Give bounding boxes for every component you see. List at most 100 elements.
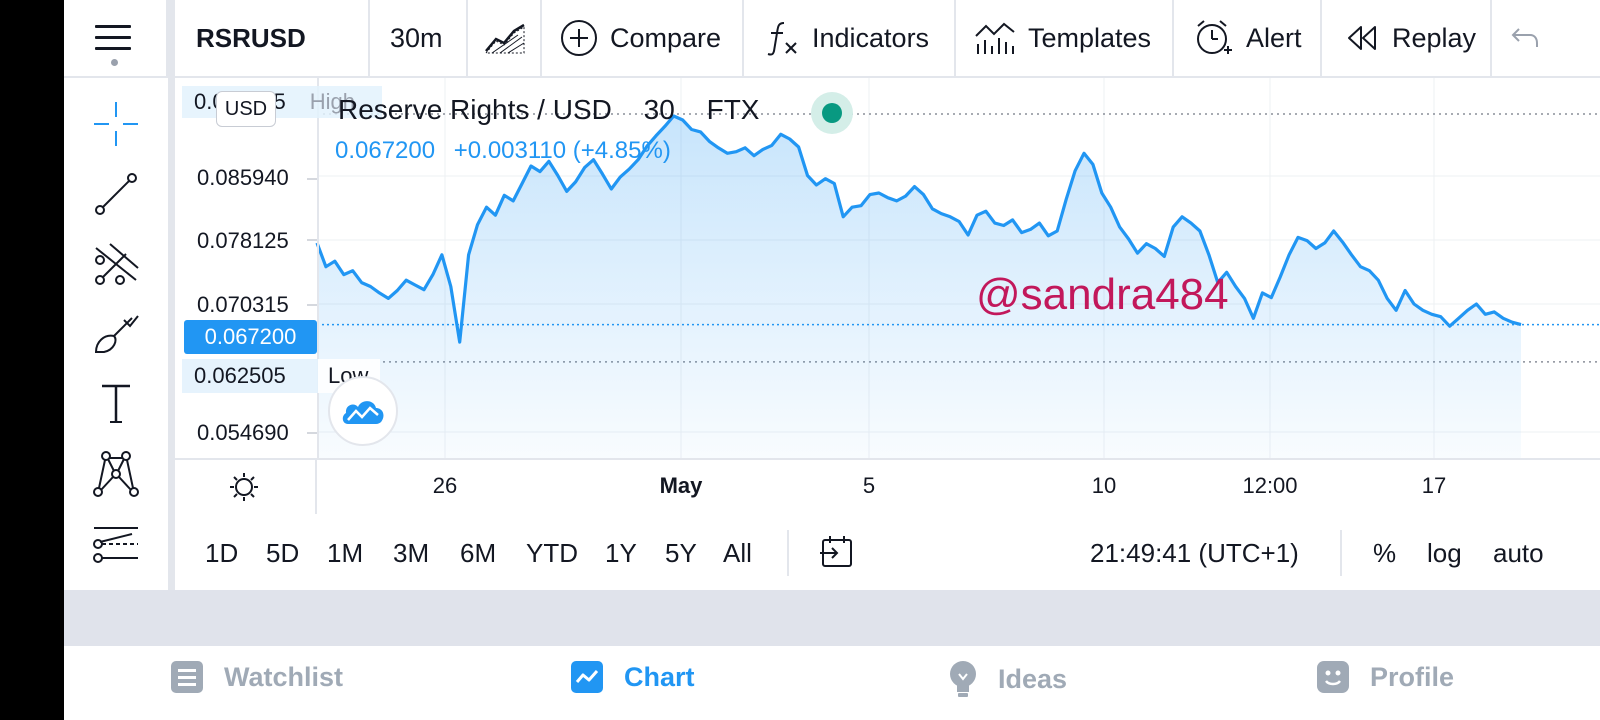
list-icon xyxy=(171,661,203,693)
text-icon xyxy=(102,384,130,423)
time-axis[interactable]: 26 May 5 10 12:00 17 xyxy=(175,458,1600,516)
add-circle-icon xyxy=(561,20,597,56)
time-label: 26 xyxy=(432,473,458,498)
nav-watchlist[interactable]: Watchlist xyxy=(170,660,343,694)
range-1y[interactable]: 1Y xyxy=(605,538,637,568)
toolbar-divider xyxy=(168,0,175,590)
chart-legend-title[interactable]: Reserve Rights / USD 30 FTX xyxy=(338,94,783,126)
price-change: +0.003110 (+4.85%) xyxy=(453,137,671,164)
watermark-text: @sandra484 xyxy=(976,270,1229,319)
smiley-icon xyxy=(1317,661,1349,693)
range-bar: 1D 5D 1M 3M 6M YTD 1Y 5Y All 21:49:41 (U… xyxy=(175,514,1600,590)
trend-line-tool[interactable] xyxy=(90,168,142,220)
price-level-label: 0.078125 xyxy=(197,228,289,253)
brush-tool[interactable] xyxy=(90,308,142,360)
clock-timezone[interactable]: 21:49:41 (UTC+1) xyxy=(1090,538,1299,568)
compare-label: Compare xyxy=(610,22,722,53)
price-level-label: 0.085940 xyxy=(197,165,289,190)
alert-button[interactable]: Alert xyxy=(1194,0,1302,76)
time-label: 17 xyxy=(1421,473,1447,498)
nav-chart[interactable]: Chart xyxy=(570,660,695,694)
range-6m[interactable]: 6M xyxy=(460,538,497,568)
symbol-search-button[interactable]: RSRUSD xyxy=(196,0,306,76)
menu-button[interactable] xyxy=(94,0,132,76)
pitchfork-icon xyxy=(95,243,139,285)
calendar-goto-icon xyxy=(820,536,852,567)
time-label: May xyxy=(659,473,703,498)
time-label: 5 xyxy=(862,473,876,498)
price-level-label: 0.054690 xyxy=(197,420,289,445)
replay-button[interactable]: Replay xyxy=(1344,0,1476,76)
nav-chart-label: Chart xyxy=(624,661,695,692)
alarm-clock-icon xyxy=(1197,20,1232,54)
content-spacer xyxy=(64,590,1600,646)
price-chart[interactable] xyxy=(175,78,1600,458)
price-area-fill xyxy=(317,116,1521,458)
drawing-toolbar xyxy=(64,78,168,590)
bottom-navigation: Watchlist Chart Ideas xyxy=(64,646,1600,720)
current-price-badge: 0.067200 xyxy=(184,320,317,354)
currency-badge[interactable]: USD xyxy=(216,91,276,127)
range-ytd[interactable]: YTD xyxy=(526,538,578,568)
market-status-indicator[interactable] xyxy=(811,92,853,134)
text-tool[interactable] xyxy=(90,378,142,430)
axis-divider xyxy=(315,460,317,514)
trend-line-icon xyxy=(95,173,137,215)
function-icon xyxy=(767,22,797,56)
range-3m[interactable]: 3M xyxy=(393,538,430,568)
nav-profile[interactable]: Profile xyxy=(1316,660,1454,694)
alert-label: Alert xyxy=(1246,22,1302,53)
app-window: RSRUSD 30m Compare xyxy=(64,0,1600,720)
interval-button[interactable]: 30m xyxy=(390,0,443,76)
rewind-icon xyxy=(1348,26,1376,50)
measure-tool[interactable] xyxy=(90,518,142,570)
exchange-name: FTX xyxy=(706,94,760,125)
time-label: 10 xyxy=(1091,473,1117,498)
range-1d[interactable]: 1D xyxy=(205,538,239,568)
chart-icon xyxy=(571,661,603,693)
range-divider xyxy=(787,530,789,576)
brightness-icon[interactable] xyxy=(229,472,259,502)
brush-icon xyxy=(94,315,139,353)
lightbulb-icon xyxy=(950,661,976,697)
nav-ideas[interactable]: Ideas xyxy=(948,660,1067,698)
crosshair-tool[interactable] xyxy=(90,98,142,150)
compare-button[interactable]: Compare xyxy=(560,0,721,76)
price-series-line xyxy=(315,114,1522,344)
auto-scale-toggle[interactable]: auto xyxy=(1493,538,1544,568)
pattern-icon xyxy=(93,451,139,497)
notification-dot xyxy=(111,59,118,66)
interval-label: 30m xyxy=(390,22,443,53)
go-to-date-button[interactable] xyxy=(819,534,855,575)
nav-watchlist-label: Watchlist xyxy=(224,661,344,692)
undo-icon xyxy=(1511,28,1538,47)
templates-icon xyxy=(975,22,1015,54)
templates-button[interactable]: Templates xyxy=(974,0,1151,76)
last-price: 0.067200 xyxy=(335,137,436,164)
range-1m[interactable]: 1M xyxy=(327,538,364,568)
measure-icon xyxy=(93,527,138,563)
range-all[interactable]: All xyxy=(723,538,752,568)
symbol-label: RSRUSD xyxy=(196,22,306,53)
chart-legend-values: 0.067200 +0.003110 (+4.85%) xyxy=(335,137,683,165)
chart-style-button[interactable] xyxy=(484,0,526,76)
high-label: High xyxy=(309,89,356,114)
templates-label: Templates xyxy=(1028,22,1152,53)
range-divider xyxy=(1340,530,1342,576)
indicators-label: Indicators xyxy=(812,22,930,53)
nav-ideas-label: Ideas xyxy=(998,663,1068,694)
pattern-tool[interactable] xyxy=(90,448,142,500)
range-5d[interactable]: 5D xyxy=(266,538,300,568)
crosshair-icon xyxy=(94,102,138,146)
percent-scale-toggle[interactable]: % xyxy=(1373,538,1397,568)
log-scale-toggle[interactable]: log xyxy=(1427,538,1462,568)
pair-name: Reserve Rights / USD xyxy=(338,94,612,125)
price-scale[interactable]: 0.085940 0.078125 0.070315 0.054690 xyxy=(175,78,319,458)
pitchfork-tool[interactable] xyxy=(90,238,142,290)
area-chart-icon xyxy=(484,23,525,54)
indicators-button[interactable]: Indicators xyxy=(766,0,929,76)
undo-button[interactable] xyxy=(1510,0,1540,76)
tradingview-logo[interactable] xyxy=(328,376,398,446)
range-5y[interactable]: 5Y xyxy=(665,538,697,568)
nav-profile-label: Profile xyxy=(1370,661,1455,692)
